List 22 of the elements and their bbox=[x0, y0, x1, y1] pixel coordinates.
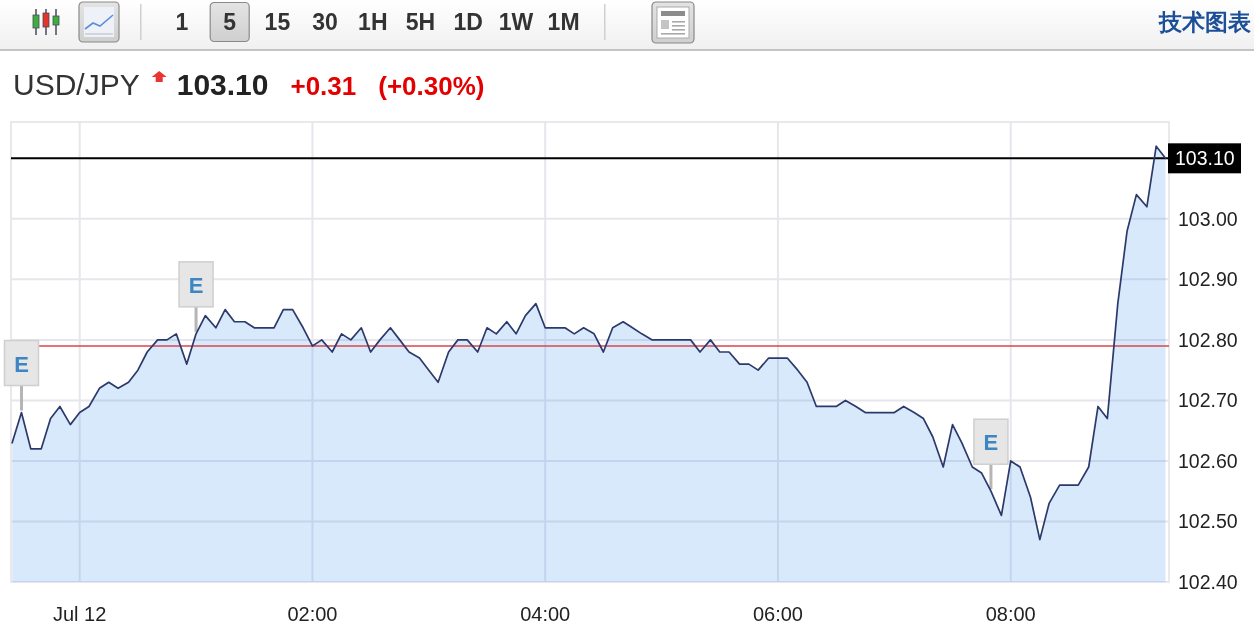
y-tick-label: 102.50 bbox=[1178, 510, 1238, 533]
text: +0.31 bbox=[290, 71, 357, 101]
text: 1 5 15 30 1H 5H 1D 1W 1M bbox=[175, 9, 580, 35]
y-tick-label: 102.80 bbox=[1178, 328, 1238, 351]
annotation: E bbox=[14, 351, 29, 377]
ref-line-label: 103.10 bbox=[1175, 147, 1235, 170]
annotation: E bbox=[983, 430, 999, 456]
y-tick-label: 102.60 bbox=[1178, 449, 1238, 472]
x-tick-label: 08:00 bbox=[985, 603, 1036, 625]
x-tick-label: 02:00 bbox=[287, 603, 338, 625]
text: 技术图表 bbox=[1158, 9, 1251, 35]
x-tick-label: 04:00 bbox=[520, 603, 571, 625]
y-tick-label: 102.90 bbox=[1178, 268, 1238, 291]
y-tick-label: 102.70 bbox=[1178, 389, 1238, 412]
y-tick-label: 103.00 bbox=[1178, 207, 1238, 230]
x-tick-label: Jul 12 bbox=[52, 603, 107, 625]
annotation: E bbox=[188, 272, 204, 298]
chart-subtitle: 103.10 bbox=[176, 68, 269, 101]
text: (+0.30%) bbox=[378, 71, 485, 101]
x-tick-label: 06:00 bbox=[752, 603, 803, 625]
chart-title: USD/JPY bbox=[13, 68, 140, 101]
y-tick-label: 102.40 bbox=[1178, 571, 1238, 593]
